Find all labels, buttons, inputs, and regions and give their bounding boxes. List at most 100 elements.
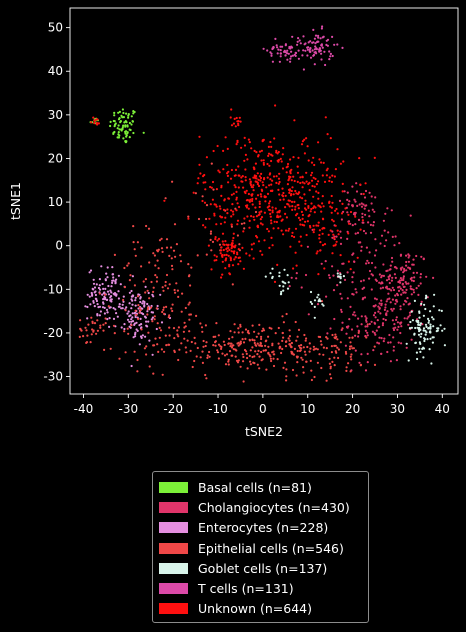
scatter-point bbox=[266, 176, 269, 179]
scatter-point bbox=[267, 154, 270, 157]
scatter-point bbox=[419, 350, 422, 353]
scatter-point bbox=[303, 333, 306, 337]
scatter-point bbox=[93, 322, 97, 325]
scatter-point bbox=[193, 336, 196, 339]
scatter-point bbox=[415, 287, 418, 290]
scatter-point bbox=[425, 275, 428, 278]
scatter-point bbox=[124, 351, 127, 354]
scatter-point bbox=[347, 213, 350, 216]
scatter-point bbox=[288, 205, 291, 208]
scatter-point bbox=[161, 250, 164, 253]
scatter-point bbox=[134, 311, 137, 314]
scatter-point bbox=[405, 288, 408, 291]
scatter-point bbox=[299, 176, 302, 179]
scatter-point bbox=[326, 133, 329, 136]
scatter-point bbox=[235, 190, 238, 193]
scatter-point bbox=[309, 50, 312, 54]
scatter-point bbox=[331, 230, 334, 233]
scatter-point bbox=[187, 217, 190, 220]
scatter-point bbox=[229, 345, 232, 348]
scatter-point bbox=[317, 204, 320, 207]
scatter-point bbox=[399, 287, 402, 290]
scatter-point bbox=[333, 344, 336, 347]
scatter-point bbox=[319, 335, 322, 339]
scatter-point bbox=[253, 355, 256, 358]
scatter-point bbox=[111, 273, 115, 276]
scatter-point bbox=[326, 332, 329, 335]
scatter-point bbox=[88, 271, 91, 274]
scatter-point bbox=[133, 248, 136, 251]
scatter-point bbox=[320, 210, 323, 213]
scatter-point bbox=[220, 347, 223, 350]
scatter-point bbox=[248, 339, 251, 342]
scatter-point bbox=[219, 252, 222, 255]
scatter-point bbox=[374, 238, 377, 241]
scatter-point bbox=[168, 334, 171, 337]
scatter-point bbox=[104, 322, 107, 325]
scatter-point bbox=[318, 229, 321, 232]
scatter-point bbox=[151, 316, 154, 319]
scatter-point bbox=[329, 367, 332, 370]
scatter-point bbox=[380, 302, 383, 305]
scatter-point bbox=[354, 223, 357, 226]
scatter-point bbox=[417, 328, 420, 331]
scatter-point bbox=[215, 223, 218, 226]
scatter-point bbox=[240, 180, 243, 183]
scatter-point bbox=[304, 49, 307, 52]
scatter-point bbox=[278, 193, 281, 196]
scatter-point bbox=[379, 242, 382, 245]
scatter-point bbox=[303, 193, 306, 196]
scatter-point bbox=[88, 295, 91, 298]
scatter-point bbox=[358, 361, 361, 364]
scatter-point bbox=[221, 260, 224, 263]
scatter-point bbox=[264, 344, 267, 347]
scatter-point bbox=[330, 211, 333, 214]
scatter-point bbox=[139, 296, 142, 299]
scatter-point bbox=[301, 213, 304, 217]
scatter-point bbox=[268, 202, 271, 205]
scatter-point bbox=[297, 328, 301, 331]
legend-item: Basal cells (n=81) bbox=[159, 477, 362, 497]
scatter-point bbox=[136, 295, 140, 298]
scatter-point bbox=[316, 348, 319, 351]
scatter-point bbox=[102, 287, 105, 290]
scatter-point bbox=[310, 207, 313, 211]
scatter-point bbox=[343, 278, 347, 281]
scatter-point bbox=[416, 357, 419, 361]
scatter-point bbox=[264, 275, 267, 278]
scatter-point bbox=[173, 337, 176, 340]
scatter-point bbox=[201, 361, 204, 364]
scatter-point bbox=[342, 210, 345, 213]
scatter-point bbox=[351, 281, 354, 284]
scatter-point bbox=[304, 339, 307, 342]
scatter-point bbox=[406, 317, 409, 320]
scatter-point bbox=[321, 36, 324, 39]
scatter-point bbox=[332, 289, 336, 292]
scatter-point bbox=[361, 216, 364, 219]
scatter-point bbox=[196, 182, 199, 185]
scatter-point bbox=[328, 362, 331, 365]
scatter-point bbox=[152, 252, 155, 255]
scatter-point bbox=[353, 211, 356, 215]
scatter-point bbox=[336, 212, 339, 215]
scatter-point bbox=[246, 158, 249, 161]
scatter-point bbox=[162, 306, 165, 309]
scatter-point bbox=[222, 248, 225, 252]
scatter-point bbox=[417, 323, 421, 326]
scatter-point bbox=[268, 200, 272, 203]
scatter-point bbox=[139, 309, 142, 312]
legend: Basal cells (n=81) Cholangiocytes (n=430)… bbox=[152, 471, 369, 624]
scatter-point bbox=[282, 147, 285, 150]
scatter-point bbox=[341, 262, 344, 265]
scatter-point bbox=[356, 325, 359, 328]
scatter-point bbox=[332, 244, 335, 247]
scatter-point bbox=[296, 361, 299, 364]
scatter-point bbox=[253, 149, 256, 152]
scatter-point bbox=[307, 41, 310, 44]
scatter-point bbox=[119, 283, 122, 286]
scatter-point bbox=[238, 243, 241, 246]
scatter-point bbox=[326, 38, 330, 41]
scatter-point bbox=[110, 295, 113, 298]
scatter-point bbox=[239, 260, 242, 263]
scatter-point bbox=[396, 321, 399, 324]
